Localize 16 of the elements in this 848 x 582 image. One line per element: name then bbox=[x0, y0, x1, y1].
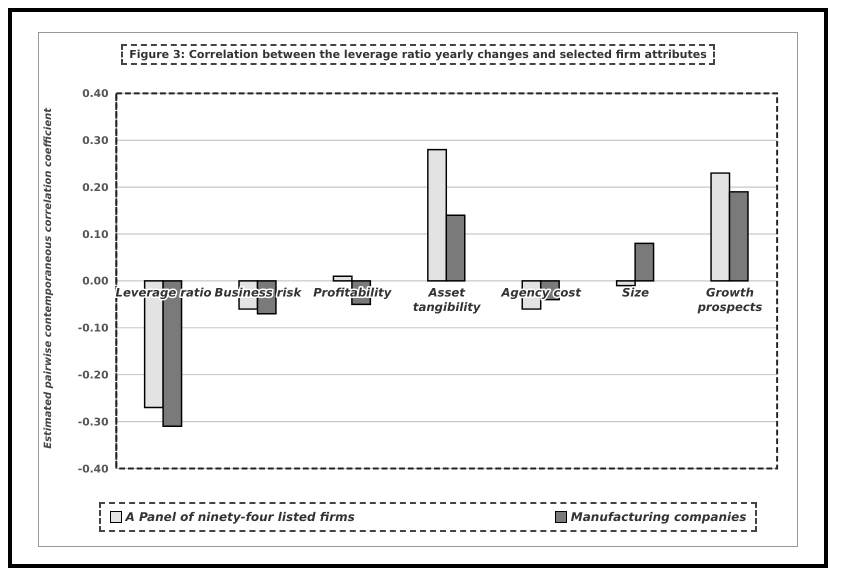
y-tick-label: 0.20 bbox=[82, 180, 109, 194]
legend-label: Manufacturing companies bbox=[570, 510, 746, 524]
chart-title: Figure 3: Correlation between the leverage ratio yearly changes and selected firm attributes bbox=[121, 44, 715, 65]
y-tick-label: -0.20 bbox=[78, 368, 109, 382]
y-tick-label: 0.30 bbox=[82, 134, 109, 148]
legend-label: A Panel of ninety-four listed firms bbox=[124, 510, 355, 524]
y-tick-label: 0.00 bbox=[82, 274, 109, 288]
y-tick-label: 0.10 bbox=[82, 228, 109, 241]
y-tick-label: -0.30 bbox=[78, 415, 109, 428]
y-tick-label: -0.40 bbox=[78, 462, 109, 476]
x-tick-label: Growth prospects bbox=[697, 285, 763, 314]
y-axis-title: Estimated pairwise contemporaneous correlation coefficient bbox=[43, 108, 54, 448]
y-tick-label: 0.40 bbox=[82, 87, 109, 100]
x-tick-label: Size bbox=[622, 285, 650, 300]
y-tick-label: -0.10 bbox=[78, 322, 109, 335]
x-tick-label: Asset tangibility bbox=[413, 285, 482, 314]
